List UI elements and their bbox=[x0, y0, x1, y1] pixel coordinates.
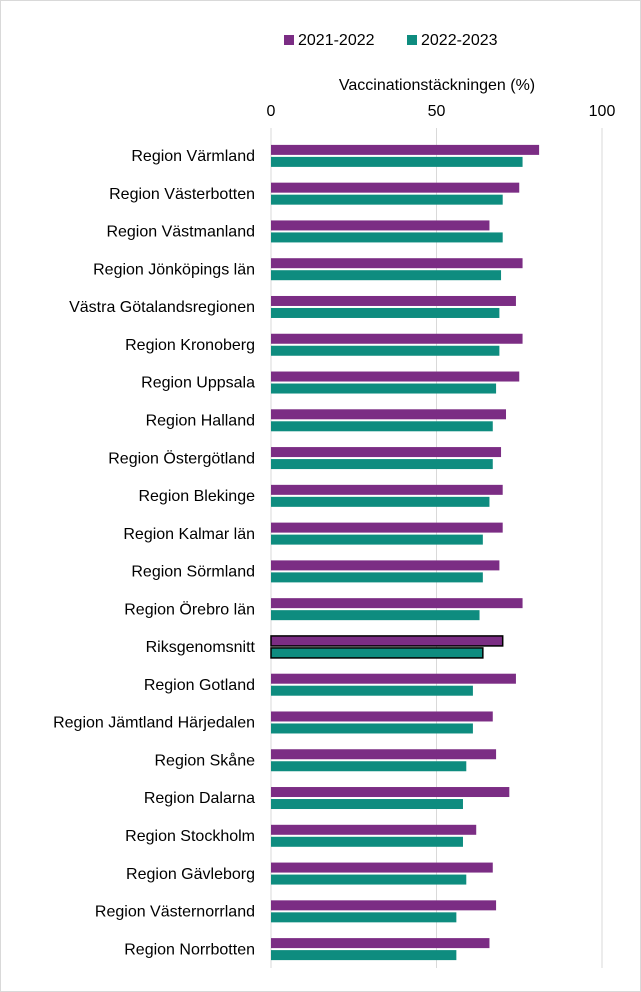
bar bbox=[271, 560, 500, 571]
bar bbox=[271, 685, 473, 696]
bar bbox=[271, 156, 523, 167]
bar bbox=[271, 787, 510, 798]
y-tick-label: Västra Götalandsregionen bbox=[69, 299, 255, 316]
y-tick-label: Region Norrbotten bbox=[124, 941, 255, 958]
axis-title: Vaccinationstäckningen (%) bbox=[339, 77, 535, 94]
x-tick-label: 100 bbox=[589, 103, 616, 120]
legend-label: 2021-2022 bbox=[298, 32, 375, 49]
x-tick-label: 0 bbox=[267, 103, 276, 120]
legend-swatch bbox=[407, 35, 417, 45]
y-tick-label: Region Stockholm bbox=[125, 828, 255, 845]
bar bbox=[271, 598, 523, 609]
y-tick-label: Region Halland bbox=[146, 413, 255, 430]
bar bbox=[271, 749, 497, 760]
bar bbox=[271, 862, 493, 873]
y-tick-label: Region Gävleborg bbox=[126, 866, 255, 883]
y-tick-label: Region Blekinge bbox=[138, 488, 255, 505]
bar bbox=[271, 484, 503, 495]
bar bbox=[271, 333, 523, 344]
legend-swatch bbox=[284, 35, 294, 45]
bar bbox=[271, 194, 503, 205]
bar bbox=[271, 270, 502, 281]
bar bbox=[271, 421, 493, 432]
y-tick-label: Region Kalmar län bbox=[123, 526, 255, 543]
bar bbox=[271, 836, 463, 847]
bar bbox=[271, 711, 493, 722]
bar bbox=[271, 522, 503, 533]
bar bbox=[271, 232, 503, 243]
bar bbox=[271, 572, 483, 583]
bar bbox=[271, 295, 516, 306]
bar bbox=[271, 307, 500, 318]
bar bbox=[271, 459, 493, 470]
y-tick-label: Region Östergötland bbox=[108, 449, 255, 467]
bar bbox=[271, 371, 520, 382]
bar bbox=[271, 534, 483, 545]
y-tick-label: Region Kronoberg bbox=[125, 337, 255, 354]
bar bbox=[271, 824, 477, 835]
bar bbox=[271, 258, 523, 269]
bar bbox=[271, 182, 520, 193]
bar bbox=[270, 647, 484, 659]
y-tick-label: Region Dalarna bbox=[144, 790, 255, 807]
bar bbox=[271, 345, 500, 356]
y-tick-label: Region Örebro län bbox=[124, 600, 255, 618]
y-tick-label: Region Jämtland Härjedalen bbox=[53, 715, 255, 732]
bar bbox=[271, 409, 507, 420]
y-tick-label: Region Uppsala bbox=[141, 375, 255, 392]
bar bbox=[271, 673, 516, 684]
bar bbox=[271, 900, 497, 911]
x-tick-label: 50 bbox=[428, 103, 446, 120]
y-tick-label: Region Västmanland bbox=[106, 224, 255, 241]
bar bbox=[271, 610, 480, 621]
bar bbox=[271, 950, 457, 961]
y-tick-label: Region Sörmland bbox=[131, 564, 255, 581]
bar bbox=[271, 220, 490, 231]
bar bbox=[271, 761, 467, 772]
y-tick-label: Region Västernorrland bbox=[95, 904, 255, 921]
bar bbox=[271, 874, 467, 885]
bar bbox=[271, 912, 457, 923]
y-tick-label: Region Jönköpings län bbox=[93, 261, 255, 278]
bar bbox=[271, 144, 540, 155]
bar bbox=[271, 938, 490, 949]
bar bbox=[270, 635, 504, 647]
y-tick-label: Riksgenomsnitt bbox=[146, 639, 256, 656]
bar bbox=[271, 447, 502, 458]
y-tick-label: Region Skåne bbox=[154, 751, 255, 769]
y-tick-label: Region Värmland bbox=[131, 148, 255, 165]
bar bbox=[271, 723, 473, 734]
legend-label: 2022-2023 bbox=[421, 32, 498, 49]
bar bbox=[271, 383, 497, 394]
y-tick-label: Region Västerbotten bbox=[109, 186, 255, 203]
bar bbox=[271, 496, 490, 507]
y-tick-label: Region Gotland bbox=[144, 677, 255, 694]
bar bbox=[271, 799, 463, 810]
